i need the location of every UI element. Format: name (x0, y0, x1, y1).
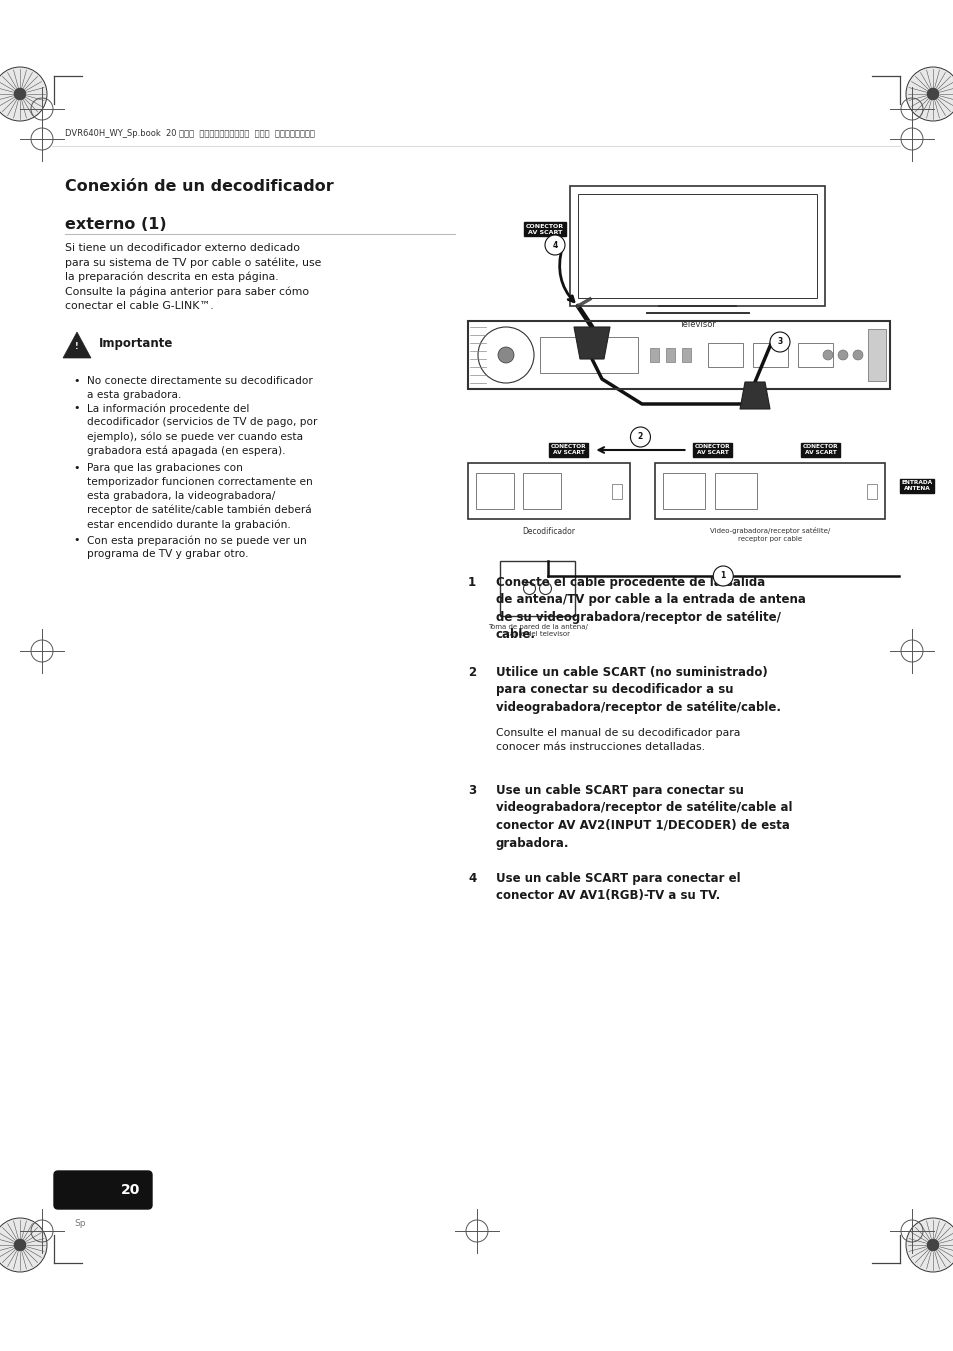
Text: Importante: Importante (99, 336, 173, 350)
Bar (866, 484, 876, 499)
Bar (499, 561, 575, 616)
Circle shape (497, 347, 514, 363)
Text: Use un cable SCART para conectar el
conector AV AV1(RGB)-TV a su TV.: Use un cable SCART para conectar el cone… (496, 871, 740, 902)
Text: CONECTOR
AV SCART: CONECTOR AV SCART (694, 444, 730, 455)
Bar (522, 473, 560, 509)
Text: Use un cable SCART para conectar su
videograbadora/receptor de satélite/cable al: Use un cable SCART para conectar su vide… (496, 784, 792, 850)
Text: Sp: Sp (74, 1219, 86, 1228)
Text: Toma de pared de la antena/
cable del televisor: Toma de pared de la antena/ cable del te… (487, 624, 587, 638)
Circle shape (926, 88, 938, 100)
Text: Televisor: Televisor (679, 320, 715, 330)
Bar (752, 343, 787, 367)
Text: •: • (73, 403, 79, 413)
Text: 20: 20 (120, 1183, 140, 1197)
Text: DVR640H_WY_Sp.book  20 ページ  ２００６年２月２１日  火曜日  午前１０時４２分: DVR640H_WY_Sp.book 20 ページ ２００６年２月２１日 火曜日… (65, 128, 314, 138)
Text: 4: 4 (468, 871, 476, 885)
Bar (655, 463, 884, 519)
Text: 3: 3 (777, 338, 781, 346)
Text: Consulte el manual de su decodificador para
conocer más instrucciones detalladas: Consulte el manual de su decodificador p… (496, 728, 740, 751)
Text: 4: 4 (552, 240, 558, 250)
Circle shape (0, 68, 47, 122)
Text: Con esta preparación no se puede ver un
programa de TV y grabar otro.: Con esta preparación no se puede ver un … (87, 535, 307, 559)
Text: Decodificador: Decodificador (522, 527, 575, 536)
Text: CONECTOR
AV SCART: CONECTOR AV SCART (525, 223, 563, 235)
Bar (539, 336, 638, 373)
Bar (662, 473, 704, 509)
FancyBboxPatch shape (54, 1171, 152, 1209)
Circle shape (822, 350, 832, 359)
Text: 2: 2 (468, 666, 476, 680)
Text: La información procedente del
decodificador (servicios de TV de pago, por
ejempl: La información procedente del decodifica… (87, 403, 317, 457)
Bar (569, 186, 824, 305)
Text: CONECTOR
AV SCART: CONECTOR AV SCART (550, 444, 586, 455)
Text: Si tiene un decodificador externo dedicado
para su sistema de TV por cable o sat: Si tiene un decodificador externo dedica… (65, 243, 321, 311)
Circle shape (14, 88, 26, 100)
Text: 1: 1 (720, 571, 725, 581)
Circle shape (14, 1239, 26, 1251)
Text: No conecte directamente su decodificador
a esta grabadora.: No conecte directamente su decodificador… (87, 376, 313, 400)
Text: Conecte el cable procedente de la salida
de antena/TV por cable a la entrada de : Conecte el cable procedente de la salida… (496, 576, 805, 642)
Circle shape (837, 350, 847, 359)
Polygon shape (63, 332, 91, 358)
Bar (714, 473, 757, 509)
Text: Conexión de un decodificador: Conexión de un decodificador (65, 178, 334, 195)
Text: 2: 2 (638, 432, 642, 442)
Circle shape (905, 1219, 953, 1273)
Polygon shape (740, 382, 769, 409)
Bar (797, 343, 832, 367)
Circle shape (926, 1239, 938, 1251)
Bar (612, 484, 621, 499)
Bar (476, 473, 514, 509)
Polygon shape (574, 327, 609, 359)
Bar (707, 343, 742, 367)
Bar (468, 322, 889, 389)
Circle shape (713, 566, 733, 586)
Text: ENTRADA
ANTENA: ENTRADA ANTENA (901, 481, 932, 492)
Bar (681, 349, 690, 362)
Text: Video-grabadora/receptor satélite/
receptor por cable: Video-grabadora/receptor satélite/ recep… (709, 527, 829, 542)
Text: externo (1): externo (1) (65, 218, 167, 232)
Bar (649, 349, 659, 362)
Circle shape (544, 235, 564, 255)
Text: Para que las grabaciones con
temporizador funcionen correctamente en
esta grabad: Para que las grabaciones con temporizado… (87, 463, 313, 530)
Bar (468, 463, 629, 519)
Text: CONECTOR
AV SCART: CONECTOR AV SCART (801, 444, 838, 455)
Text: Utilice un cable SCART (no suministrado)
para conectar su decodificador a su
vid: Utilice un cable SCART (no suministrado)… (496, 666, 781, 713)
Text: 3: 3 (468, 784, 476, 797)
Circle shape (905, 68, 953, 122)
Circle shape (0, 1219, 47, 1273)
Text: !: ! (75, 343, 79, 351)
Bar (867, 330, 885, 381)
Text: •: • (73, 376, 79, 386)
Text: •: • (73, 463, 79, 473)
Text: •: • (73, 535, 79, 544)
Circle shape (630, 427, 650, 447)
Bar (578, 195, 816, 299)
Circle shape (769, 332, 789, 353)
Bar (665, 349, 675, 362)
Text: 1: 1 (468, 576, 476, 589)
Circle shape (852, 350, 862, 359)
